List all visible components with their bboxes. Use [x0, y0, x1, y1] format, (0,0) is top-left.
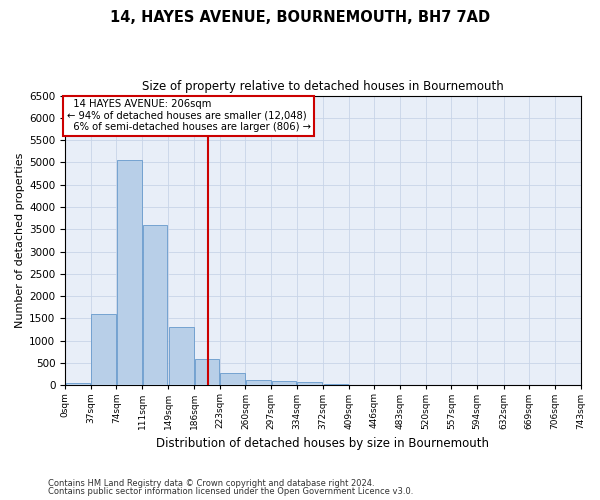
Bar — [143, 225, 167, 386]
Y-axis label: Number of detached properties: Number of detached properties — [15, 153, 25, 328]
Bar — [220, 374, 245, 386]
Text: Contains public sector information licensed under the Open Government Licence v3: Contains public sector information licen… — [48, 487, 413, 496]
Bar — [117, 160, 142, 386]
X-axis label: Distribution of detached houses by size in Bournemouth: Distribution of detached houses by size … — [157, 437, 490, 450]
Bar — [246, 380, 271, 386]
Text: Contains HM Land Registry data © Crown copyright and database right 2024.: Contains HM Land Registry data © Crown c… — [48, 478, 374, 488]
Bar — [297, 382, 322, 386]
Text: 14, HAYES AVENUE, BOURNEMOUTH, BH7 7AD: 14, HAYES AVENUE, BOURNEMOUTH, BH7 7AD — [110, 10, 490, 25]
Title: Size of property relative to detached houses in Bournemouth: Size of property relative to detached ho… — [142, 80, 503, 93]
Bar — [91, 314, 116, 386]
Text: 14 HAYES AVENUE: 206sqm
← 94% of detached houses are smaller (12,048)
  6% of se: 14 HAYES AVENUE: 206sqm ← 94% of detache… — [67, 99, 311, 132]
Bar — [323, 384, 349, 386]
Bar — [169, 328, 194, 386]
Bar — [65, 383, 91, 386]
Bar — [272, 381, 296, 386]
Bar — [194, 358, 220, 386]
